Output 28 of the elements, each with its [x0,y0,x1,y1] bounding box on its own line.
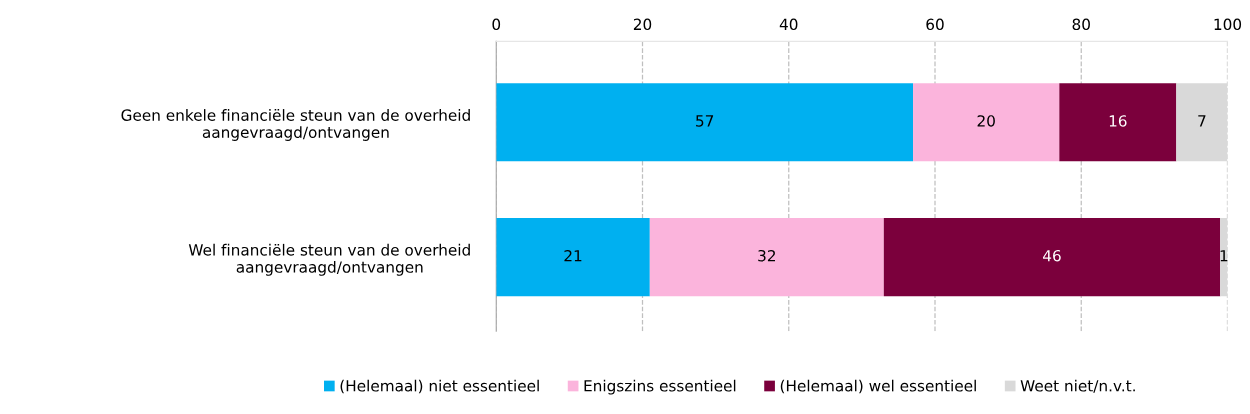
bar [1059,83,1177,162]
y-tick-label: Geen enkele financiële steun van de overheid aangevraagd/ontvangen [121,109,470,141]
bar [496,217,650,297]
data-label: 20 [977,115,995,127]
data-label: 32 [758,249,775,262]
legend-label: Enigszins essentieel [584,379,736,395]
data-label: 46 [1043,249,1061,262]
x-tick-label: 100 [1214,18,1242,31]
bar [649,217,884,297]
data-label: 57 [696,115,714,127]
x-tick-label: 60 [926,18,944,31]
legend-label: Weet niet/n.v.t. [1020,379,1135,393]
y-tick-label: Wel financiële steun van de overheid aangevraagd/ontvangen [188,243,470,276]
data-label: 7 [1198,115,1206,127]
bar [1220,217,1228,297]
data-label: 1 [1220,250,1228,262]
x-tick-label: 80 [1072,18,1090,31]
bar [913,83,1060,162]
data-label: 21 [564,249,582,262]
x-tick-label: 20 [633,18,652,31]
x-tick-label: 40 [779,18,798,31]
data-label: 16 [1109,115,1127,127]
legend-label: (Helemaal) niet essentieel [340,379,539,394]
bar [883,217,1221,297]
bar [1176,83,1228,162]
legend-label: (Helemaal) wel essentieel [780,379,976,394]
x-tick-label: 0 [492,18,501,31]
bar [496,83,914,162]
